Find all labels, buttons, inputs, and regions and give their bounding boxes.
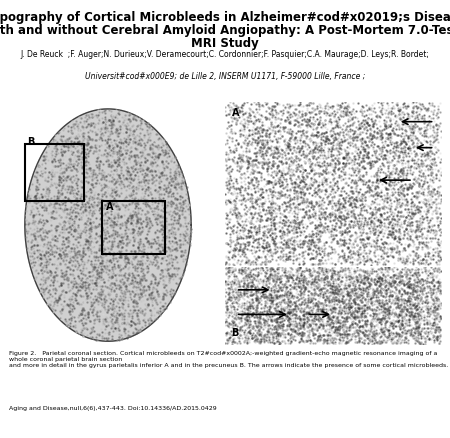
Text: J. De Reuck  ;F. Auger;N. Durieux;V. Deramecourt;C. Cordonnier;F. Pasquier;C.A. : J. De Reuck ;F. Auger;N. Durieux;V. Dera… xyxy=(21,50,429,60)
Text: A: A xyxy=(106,202,113,212)
Text: with and without Cerebral Amyloid Angiopathy: A Post-Mortem 7.0-Tesla: with and without Cerebral Amyloid Angiop… xyxy=(0,24,450,37)
Bar xyxy=(102,202,166,254)
Text: Universit#cod#x000E9; de Lille 2, INSERM U1171, F-59000 Lille, France ;: Universit#cod#x000E9; de Lille 2, INSERM… xyxy=(85,72,365,81)
Polygon shape xyxy=(25,110,191,342)
Text: B: B xyxy=(231,327,239,337)
Text: A: A xyxy=(231,108,239,118)
Bar xyxy=(25,145,84,202)
Text: Topography of Cortical Microbleeds in Alzheimer#cod#x02019;s Disease: Topography of Cortical Microbleeds in Al… xyxy=(0,11,450,24)
Text: B: B xyxy=(27,137,34,147)
Text: Figure 2.   Parietal coronal section. Cortical microbleeds on T2#cod#x0002A;-wei: Figure 2. Parietal coronal section. Cort… xyxy=(9,350,448,367)
Text: MRI Study: MRI Study xyxy=(191,37,259,50)
Text: Aging and Disease,null,6(6),437-443. Doi:10.14336/AD.2015.0429: Aging and Disease,null,6(6),437-443. Doi… xyxy=(9,405,217,410)
